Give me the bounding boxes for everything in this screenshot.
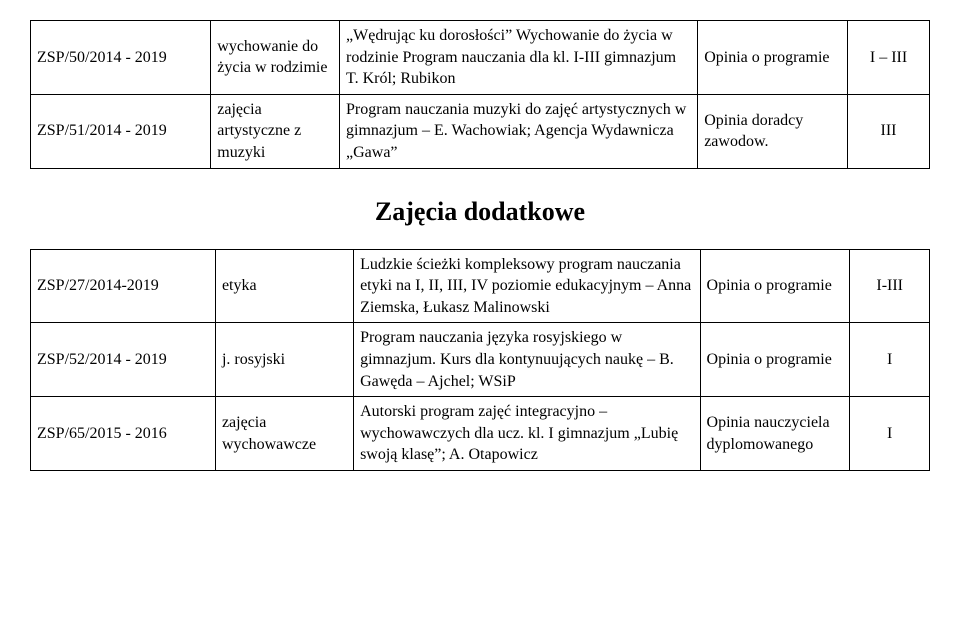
table-row: ZSP/52/2014 - 2019 j. rosyjski Program n… xyxy=(31,323,930,397)
cell-opinion: Opinia o programie xyxy=(700,323,850,397)
cell-code: ZSP/27/2014-2019 xyxy=(31,249,216,323)
cell-grade: I xyxy=(850,397,930,471)
table-row: ZSP/27/2014-2019 etyka Ludzkie ścieżki k… xyxy=(31,249,930,323)
cell-opinion: Opinia nauczyciela dyplomowanego xyxy=(700,397,850,471)
cell-desc: „Wędrując ku dorosłości” Wychowanie do ż… xyxy=(340,21,698,95)
cell-grade: I – III xyxy=(848,21,930,95)
cell-grade: III xyxy=(848,94,930,168)
cell-desc: Autorski program zajęć integracyjno – wy… xyxy=(354,397,700,471)
cell-desc: Program nauczania języka rosyjskiego w g… xyxy=(354,323,700,397)
table-row: ZSP/51/2014 - 2019 zajęcia artystyczne z… xyxy=(31,94,930,168)
cell-desc: Ludzkie ścieżki kompleksowy program nauc… xyxy=(354,249,700,323)
cell-subject: j. rosyjski xyxy=(215,323,353,397)
table-row: ZSP/50/2014 - 2019 wychowanie do życia w… xyxy=(31,21,930,95)
section-heading: Zajęcia dodatkowe xyxy=(30,197,930,227)
cell-code: ZSP/50/2014 - 2019 xyxy=(31,21,211,95)
cell-opinion: Opinia o programie xyxy=(698,21,848,95)
table-top: ZSP/50/2014 - 2019 wychowanie do życia w… xyxy=(30,20,930,169)
cell-desc: Program nauczania muzyki do zajęć artyst… xyxy=(340,94,698,168)
cell-code: ZSP/52/2014 - 2019 xyxy=(31,323,216,397)
cell-code: ZSP/51/2014 - 2019 xyxy=(31,94,211,168)
cell-subject: wychowanie do życia w rodzimie xyxy=(211,21,340,95)
cell-code: ZSP/65/2015 - 2016 xyxy=(31,397,216,471)
cell-grade: I-III xyxy=(850,249,930,323)
cell-grade: I xyxy=(850,323,930,397)
cell-opinion: Opinia doradcy zawodow. xyxy=(698,94,848,168)
cell-opinion: Opinia o programie xyxy=(700,249,850,323)
table-row: ZSP/65/2015 - 2016 zajęcia wychowawcze A… xyxy=(31,397,930,471)
cell-subject: zajęcia artystyczne z muzyki xyxy=(211,94,340,168)
cell-subject: zajęcia wychowawcze xyxy=(215,397,353,471)
cell-subject: etyka xyxy=(215,249,353,323)
table-bottom: ZSP/27/2014-2019 etyka Ludzkie ścieżki k… xyxy=(30,249,930,471)
